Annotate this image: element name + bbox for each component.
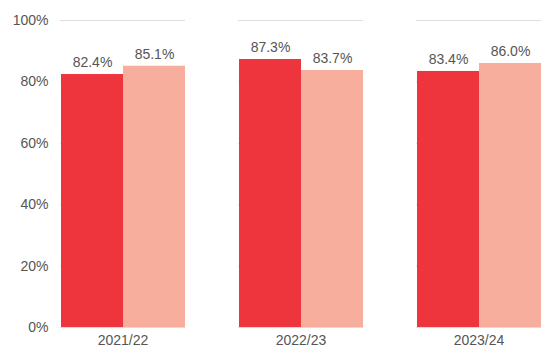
svg-text:0%: 0% bbox=[28, 319, 48, 335]
svg-text:100%: 100% bbox=[13, 12, 49, 28]
svg-text:82.4%: 82.4% bbox=[73, 54, 113, 70]
svg-text:60%: 60% bbox=[20, 135, 48, 151]
svg-text:83.4%: 83.4% bbox=[429, 51, 469, 67]
svg-text:80%: 80% bbox=[20, 73, 48, 89]
svg-text:2021/22: 2021/22 bbox=[98, 332, 149, 348]
svg-text:2022/23: 2022/23 bbox=[276, 332, 327, 348]
svg-text:2023/24: 2023/24 bbox=[454, 332, 505, 348]
svg-text:40%: 40% bbox=[20, 196, 48, 212]
svg-text:85.1%: 85.1% bbox=[135, 46, 175, 62]
svg-text:87.3%: 87.3% bbox=[251, 39, 291, 55]
svg-text:20%: 20% bbox=[20, 258, 48, 274]
svg-text:83.7%: 83.7% bbox=[313, 50, 353, 66]
svg-text:86.0%: 86.0% bbox=[491, 43, 531, 59]
